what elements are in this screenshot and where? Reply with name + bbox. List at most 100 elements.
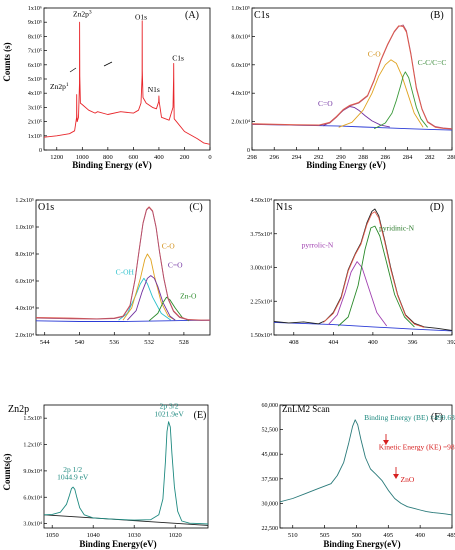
y-tick-label-d: 2.25x10⁴ (250, 299, 272, 305)
x-tick-label-e: 1030 (128, 532, 141, 539)
x-tick-label-b: 290 (336, 154, 346, 161)
y-tick-label-e: 9.0x10⁴ (23, 469, 42, 475)
y-tick-label-a: 6x10⁵ (28, 63, 42, 69)
panel-a-ylabel: Counts (s) (2, 42, 12, 81)
y-tick-label-a: 9x10⁵ (28, 20, 42, 26)
y-tick-label-b: 2.0x10⁴ (231, 120, 250, 126)
x-tick-label-b: 282 (425, 154, 435, 161)
x-tick-label-c: 540 (75, 339, 85, 346)
panel-e: (E) Zn2p Counts(s) Binding Energy(eV) (2, 404, 206, 549)
panel-e-tag: (E) (194, 410, 207, 421)
x-tick-label-b: 288 (358, 154, 368, 161)
y-tick-label-c: 8.0x10⁴ (15, 252, 34, 258)
x-tick-label-d: 404 (328, 339, 339, 346)
label-pointer-zn2p1 (69, 67, 77, 73)
label-pointer-zn2p3 (103, 61, 113, 67)
peak-label-d-2: pyridinic-N (379, 224, 415, 233)
y-tick-label-f: 45,000 (262, 452, 279, 458)
series-line-b-4 (373, 71, 428, 130)
x-tick-label-b: 280 (447, 154, 455, 161)
panel-a: (A) Counts (s) Binding Energy (eV) (2, 10, 199, 170)
series-line-d-3 (337, 225, 415, 328)
plot-frame-a (43, 7, 211, 151)
panel-f-tag: (F) (431, 412, 443, 423)
peak-label-a-4: N1s (148, 85, 160, 94)
y-tick-label-c: 1.2x10⁵ (15, 198, 34, 204)
series-line-c-6 (36, 206, 210, 321)
peak-label-b-1: C-O (368, 49, 382, 58)
x-tick-label-b: 296 (269, 154, 280, 161)
chart-e: 1050 1040 1030 1020 3.0x10⁴ 6.0x10⁴ 9.0x10⁴ 1.2… (23, 402, 209, 539)
y-tick-label-e: 3.0x10⁴ (23, 522, 42, 528)
panel-a-tag: (A) (185, 10, 199, 21)
panel-d: (D) N1s (276, 202, 444, 213)
series-line-c-3 (122, 253, 176, 321)
x-tick-label-e: 1050 (46, 532, 59, 539)
y-tick-label-a: 7x10⁵ (28, 49, 42, 55)
y-tick-label-e: 1.2x10⁵ (23, 443, 42, 449)
series-line-b-5 (252, 24, 452, 130)
y-tick-label-c: 6.0x10⁴ (15, 279, 34, 285)
x-tick-label-f: 510 (288, 532, 298, 539)
x-tick-label-f: 505 (320, 532, 330, 539)
x-tick-label-b: 286 (380, 154, 391, 161)
series-line-b-2 (322, 106, 390, 128)
series-line-c-2 (118, 277, 172, 321)
panel-c-title: O1s (38, 202, 54, 213)
panel-e-xlabel: Binding Energy(eV) (79, 539, 156, 549)
peak-label-e-4: 1021.9eV (154, 409, 184, 418)
panel-f-xlabel: Binding Energy(eV) (323, 539, 400, 549)
arrowhead-ke-zno (393, 474, 399, 479)
panel-e-ylabel: Counts(s) (2, 453, 12, 490)
y-tick-label-f: 60,000 (262, 403, 279, 409)
series-line-e-2 (44, 421, 208, 525)
x-tick-label-f: 495 (383, 532, 393, 539)
y-tick-label-e: 6.0x10⁴ (23, 495, 42, 501)
y-tick-label-a: 3x10⁵ (28, 105, 42, 111)
y-tick-label-c: 2.0x10⁴ (15, 333, 34, 339)
y-tick-label-d: 1.50x10⁴ (250, 333, 272, 339)
panel-b-title: C1s (254, 10, 270, 21)
x-tick-label-e: 1020 (169, 532, 182, 539)
series-line-d-2 (328, 261, 388, 327)
peak-label-f-1: Binding Energy (BE) =499.63eV (364, 413, 455, 422)
x-tick-label-a: 400 (154, 154, 164, 161)
panel-f: (F) ZnLM2 Scan Binding Energy(eV) (282, 404, 443, 549)
x-tick-label-c: 532 (144, 339, 154, 346)
y-tick-label-b: 6.0x10⁴ (231, 63, 250, 69)
x-tick-label-b: 298 (247, 154, 257, 161)
series-line-c-1 (36, 319, 210, 322)
x-tick-label-f: 500 (352, 532, 362, 539)
y-tick-label-d: 3.00x10⁴ (250, 266, 272, 272)
chart-b: 298 296 294 292 290 288 286 284 282 280 0 2.0x10⁴ 4.… (231, 6, 455, 161)
x-tick-label-a: 200 (180, 154, 190, 161)
y-tick-label-c: 4.0x10⁴ (15, 306, 34, 312)
peak-label-a-3: O1s (135, 12, 147, 21)
y-tick-label-f: 30,000 (262, 501, 279, 507)
chart-a: 1200 1000 800 600 400 200 0 0 1x10⁵ 2x10⁵ 3x10⁵ 4x1… (28, 6, 212, 161)
plot-frame-e (43, 404, 209, 529)
y-tick-label-a: 2x10⁵ (28, 120, 42, 126)
peak-label-c-2: C=O (168, 261, 183, 270)
x-tick-label-a: 600 (129, 154, 139, 161)
y-tick-label-f: 37,500 (262, 477, 279, 483)
peak-label-c-4: Zn-O (180, 292, 197, 301)
arrowhead-be-ke (383, 440, 389, 445)
x-tick-label-d: 396 (408, 339, 419, 346)
peak-label-b-3: C=O (318, 99, 333, 108)
y-tick-label-a: 4x10⁵ (28, 91, 42, 97)
series-line-c-7 (36, 206, 210, 321)
x-tick-label-a: 800 (103, 154, 113, 161)
peak-label-d-1: pyrrolic-N (302, 240, 334, 249)
peak-label-f-2: Kinetic Energy (KE) =987.05eV (379, 442, 455, 451)
series-line-c-4 (127, 275, 176, 321)
x-tick-label-b: 294 (292, 154, 303, 161)
y-tick-label-b: 8.0x10⁴ (231, 34, 250, 40)
peak-label-c-1: C-O (162, 242, 176, 251)
y-tick-label-b: 0 (247, 148, 250, 154)
peak-label-e-3: 2p 3/2 (160, 402, 179, 411)
x-tick-label-d: 392 (447, 339, 455, 346)
y-tick-label-a: 5x10⁵ (28, 77, 42, 83)
plot-frame-f (279, 404, 453, 529)
